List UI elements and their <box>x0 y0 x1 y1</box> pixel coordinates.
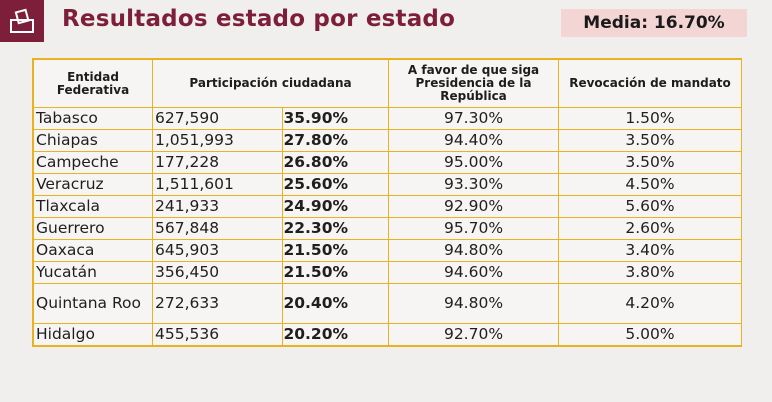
state-cell: Guerrero <box>33 217 153 240</box>
state-cell: Tlaxcala <box>33 195 153 218</box>
state-cell: Quintana Roo <box>33 283 153 324</box>
state-cell: Oaxaca <box>33 239 153 262</box>
participation-pct-cell: 24.90% <box>281 195 390 218</box>
count-cell: 645,903 <box>152 239 283 262</box>
favor-pct-cell: 93.30% <box>388 173 560 196</box>
participation-pct-cell: 25.60% <box>281 173 390 196</box>
table-row: Veracruz 1,511,601 25.60% 93.30% 4.50% <box>33 173 743 196</box>
table-row: Tabasco 627,590 35.90% 97.30% 1.50% <box>33 107 743 130</box>
favor-pct-cell: 92.90% <box>388 195 560 218</box>
favor-pct-cell: 94.40% <box>388 129 560 152</box>
table-row: Hidalgo 455,536 20.20% 92.70% 5.00% <box>33 323 743 346</box>
state-cell: Chiapas <box>33 129 153 152</box>
header-favor: A favor de que siga Presidencia de la Re… <box>388 59 560 108</box>
table-row: Tlaxcala 241,933 24.90% 92.90% 5.60% <box>33 195 743 218</box>
revocation-pct-cell: 4.50% <box>558 173 743 196</box>
state-cell: Hidalgo <box>33 323 153 346</box>
count-cell: 1,051,993 <box>152 129 283 152</box>
table-header-row: Entidad Federativa Participación ciudada… <box>33 59 743 108</box>
participation-pct-cell: 20.40% <box>281 283 390 324</box>
favor-pct-cell: 94.60% <box>388 261 560 284</box>
favor-pct-cell: 95.00% <box>388 151 560 174</box>
participation-pct-cell: 21.50% <box>281 239 390 262</box>
count-cell: 1,511,601 <box>152 173 283 196</box>
page-title: Resultados estado por estado <box>62 6 456 32</box>
revocation-pct-cell: 1.50% <box>558 107 743 130</box>
favor-pct-cell: 94.80% <box>388 239 560 262</box>
media-badge: Media: 16.70% <box>561 9 747 37</box>
participation-pct-cell: 27.80% <box>281 129 390 152</box>
state-cell: Campeche <box>33 151 153 174</box>
participation-pct-cell: 22.30% <box>281 217 390 240</box>
revocation-pct-cell: 3.50% <box>558 151 743 174</box>
results-table: Entidad Federativa Participación ciudada… <box>32 58 743 347</box>
header-participacion: Participación ciudadana <box>151 59 390 108</box>
count-cell: 627,590 <box>152 107 283 130</box>
state-cell: Tabasco <box>33 107 153 130</box>
count-cell: 567,848 <box>152 217 283 240</box>
favor-pct-cell: 95.70% <box>388 217 560 240</box>
ballot-box-icon <box>0 0 44 42</box>
favor-pct-cell: 92.70% <box>388 323 560 346</box>
table-row: Chiapas 1,051,993 27.80% 94.40% 3.50% <box>33 129 743 152</box>
header-entidad: Entidad Federativa <box>33 59 153 108</box>
participation-pct-cell: 26.80% <box>281 151 390 174</box>
revocation-pct-cell: 3.50% <box>558 129 743 152</box>
table-row: Campeche 177,228 26.80% 95.00% 3.50% <box>33 151 743 174</box>
favor-pct-cell: 97.30% <box>388 107 560 130</box>
state-cell: Yucatán <box>33 261 153 284</box>
state-cell: Veracruz <box>33 173 153 196</box>
revocation-pct-cell: 3.80% <box>558 261 743 284</box>
revocation-pct-cell: 5.60% <box>558 195 743 218</box>
table-row: Quintana Roo 272,633 20.40% 94.80% 4.20% <box>33 283 743 324</box>
participation-pct-cell: 35.90% <box>281 107 390 130</box>
count-cell: 241,933 <box>152 195 283 218</box>
revocation-pct-cell: 3.40% <box>558 239 743 262</box>
count-cell: 177,228 <box>152 151 283 174</box>
table-row: Yucatán 356,450 21.50% 94.60% 3.80% <box>33 261 743 284</box>
favor-pct-cell: 94.80% <box>388 283 560 324</box>
participation-pct-cell: 20.20% <box>281 323 390 346</box>
revocation-pct-cell: 2.60% <box>558 217 743 240</box>
count-cell: 455,536 <box>152 323 283 346</box>
table-row: Guerrero 567,848 22.30% 95.70% 2.60% <box>33 217 743 240</box>
participation-pct-cell: 21.50% <box>281 261 390 284</box>
header-revocacion: Revocación de mandato <box>558 59 743 108</box>
revocation-pct-cell: 4.20% <box>558 283 743 324</box>
count-cell: 272,633 <box>152 283 283 324</box>
revocation-pct-cell: 5.00% <box>558 323 743 346</box>
count-cell: 356,450 <box>152 261 283 284</box>
table-row: Oaxaca 645,903 21.50% 94.80% 3.40% <box>33 239 743 262</box>
